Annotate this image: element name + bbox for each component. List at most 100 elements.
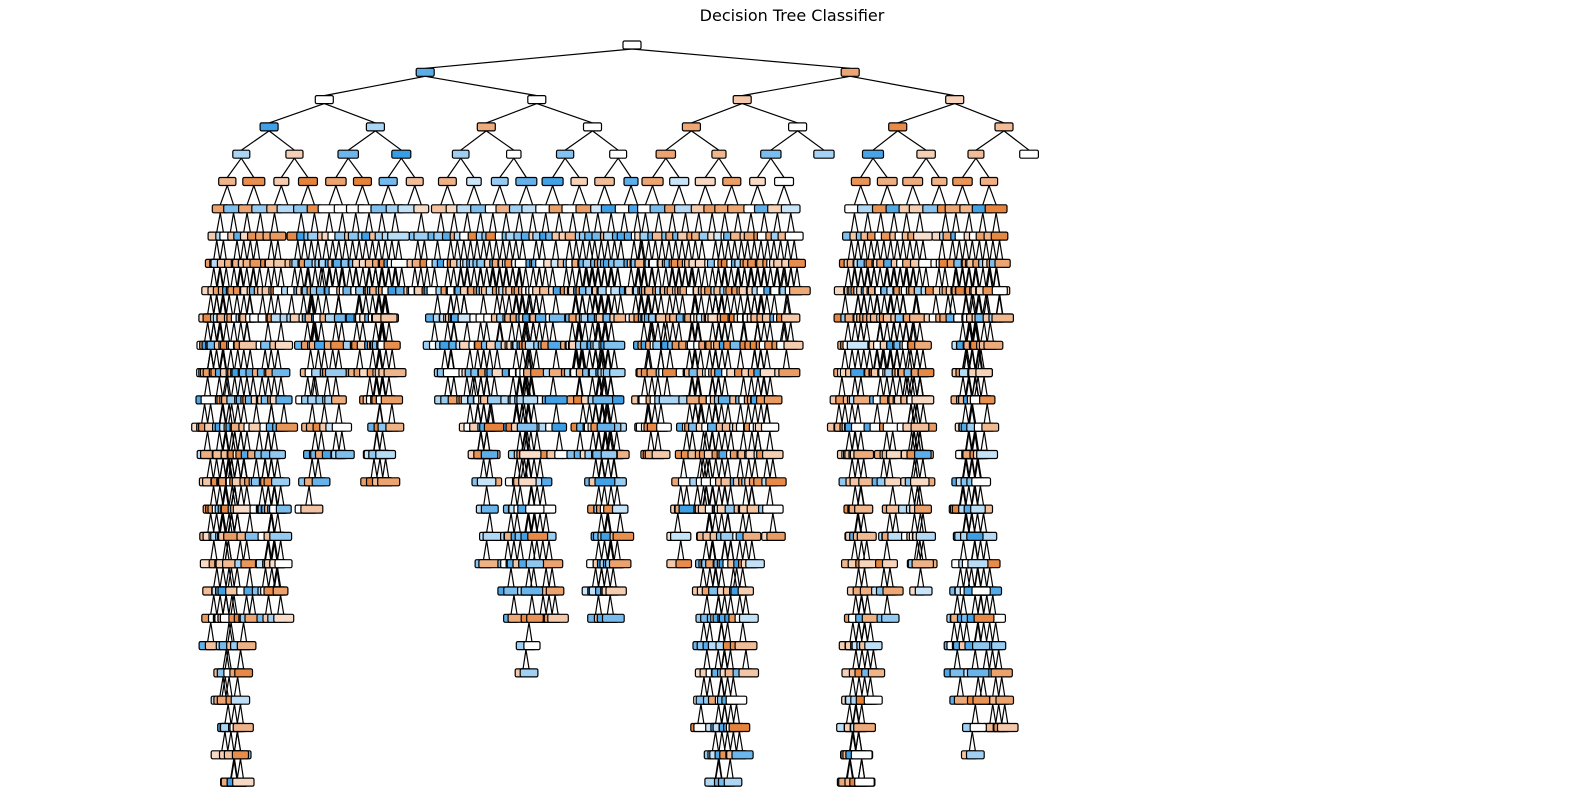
tree-edge (977, 622, 982, 642)
tree-edge (851, 376, 856, 396)
tree-node (787, 122, 808, 132)
tree-edge (365, 240, 370, 260)
tree-edge (745, 540, 750, 560)
tree-edge (382, 458, 387, 478)
tree-edge (757, 349, 762, 369)
tree-edge (648, 294, 653, 315)
tree-edge (784, 321, 789, 342)
tree-edge (974, 485, 979, 506)
tree-edge (325, 240, 330, 260)
tree-edge (486, 485, 491, 506)
tree-edge (381, 267, 386, 287)
tree-edge (712, 321, 717, 342)
tree-edge (742, 75, 851, 97)
tree-edge (382, 349, 387, 369)
tree-edge (726, 294, 731, 315)
tree-edge (539, 540, 544, 560)
tree-edge (237, 431, 242, 451)
tree-edge (259, 212, 265, 233)
tree-edge (545, 567, 550, 588)
tree-edge (495, 321, 501, 342)
tree-edge (721, 294, 726, 315)
tree-edge (662, 267, 667, 287)
tree-edge (971, 485, 976, 506)
tree-edge (744, 294, 749, 315)
tree-edge (700, 349, 705, 369)
tree-edge (303, 294, 308, 315)
tree-edge (907, 403, 912, 424)
tree-edge (486, 376, 491, 396)
tree-edge (785, 349, 790, 369)
tree-edge (609, 567, 614, 588)
tree-node (601, 613, 625, 623)
tree-edge (338, 431, 343, 451)
tree-edge (701, 240, 706, 260)
tree-edge (597, 540, 603, 560)
tree-edge (215, 458, 221, 478)
tree-edge (962, 403, 967, 424)
tree-edge (535, 240, 540, 260)
tree-edge (700, 403, 706, 424)
tree-edge (702, 540, 707, 560)
tree-edge (761, 294, 766, 315)
tree-edge (602, 431, 607, 451)
tree-edge (847, 321, 852, 342)
tree-node (516, 422, 538, 432)
tree-edge (291, 294, 296, 315)
tree-node (723, 777, 743, 787)
tree-edge (335, 321, 340, 342)
tree-edge (718, 594, 723, 615)
tree-edge (705, 349, 711, 369)
tree-edge (883, 458, 888, 478)
tree-edge (375, 130, 402, 151)
tree-edge (267, 267, 272, 287)
tree-edge (672, 267, 677, 287)
tree-node (273, 176, 290, 187)
tree-edge (225, 594, 230, 615)
tree-edge (720, 676, 726, 697)
tree-edge (277, 376, 282, 396)
tree-edge (224, 540, 229, 560)
tree-edge (687, 321, 693, 342)
tree-edge (571, 349, 577, 369)
tree-edge (277, 485, 282, 506)
tree-edge (466, 185, 475, 205)
tree-edge (635, 267, 640, 287)
tree-edge (572, 240, 577, 260)
tree-edge (280, 267, 285, 287)
tree-edge (522, 349, 527, 369)
tree-edge (912, 240, 917, 260)
tree-edge (886, 321, 891, 342)
tree-edge (726, 731, 732, 751)
tree-edge (617, 240, 622, 260)
tree-node (272, 586, 289, 596)
tree-edge (370, 458, 375, 478)
tree-edge (480, 240, 485, 260)
tree-edge (766, 403, 771, 424)
tree-edge (742, 513, 747, 533)
tree-edge (691, 130, 720, 151)
tree-edge (996, 294, 1001, 315)
tree-edge (654, 212, 660, 233)
tree-edge (476, 212, 482, 233)
tree-edge (479, 212, 485, 233)
tree-edge (385, 294, 390, 315)
tree-edge (975, 157, 990, 178)
tree-edge (377, 321, 382, 342)
tree-edge (985, 540, 991, 560)
tree-edge (708, 431, 713, 451)
tree-edge (236, 267, 241, 287)
tree-edge (512, 349, 517, 369)
tree-edge (216, 212, 221, 233)
tree-edge (525, 567, 530, 588)
tree-node (722, 176, 742, 187)
tree-edge (604, 349, 609, 369)
tree-edge (486, 431, 491, 451)
tree-edge (965, 321, 970, 342)
tree-edge (267, 349, 272, 369)
tree-edge (724, 513, 729, 533)
tree-edge (227, 376, 232, 396)
tree-edge (243, 349, 248, 369)
tree-edge (753, 240, 758, 260)
tree-edge (893, 349, 898, 369)
